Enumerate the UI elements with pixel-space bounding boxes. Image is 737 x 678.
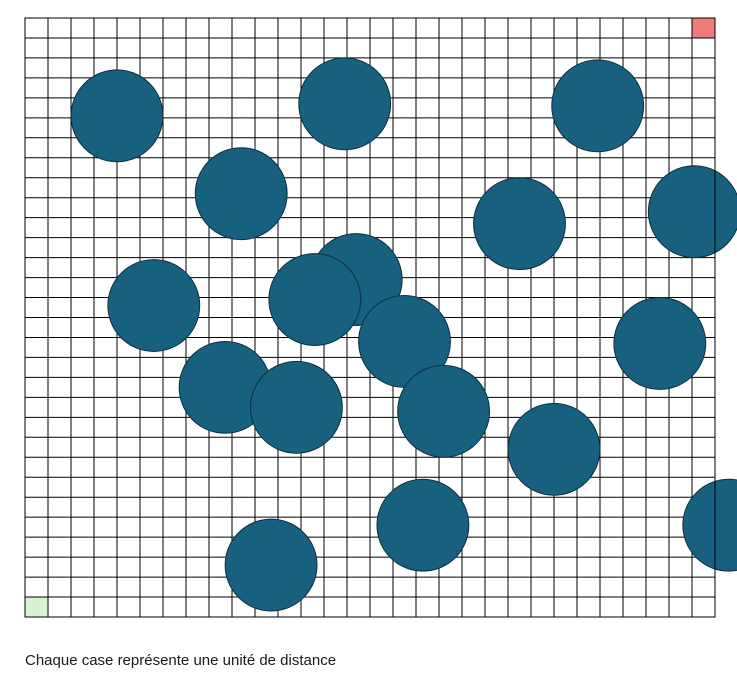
obstacle-circle [551, 59, 645, 153]
caption-text: Chaque case représente une unité de dist… [25, 652, 337, 669]
obstacle-circle [397, 364, 491, 458]
obstacle-circle [682, 478, 737, 572]
obstacle-circle [224, 518, 318, 612]
obstacle-circle [194, 147, 288, 241]
obstacle-circle [613, 297, 707, 390]
obstacle-circle [107, 259, 201, 352]
obstacle-circle [298, 57, 392, 151]
obstacle-circle [70, 69, 164, 163]
obstacle-circle [376, 478, 470, 572]
grid-border [24, 17, 716, 618]
obstacle-circle [473, 177, 566, 271]
obstacle-circle [249, 360, 343, 454]
start-cell [25, 597, 48, 617]
obstacle-circle [268, 253, 362, 346]
obstacle-circle [647, 165, 737, 259]
goal-cell [692, 18, 715, 38]
obstacle-circle [507, 402, 601, 496]
